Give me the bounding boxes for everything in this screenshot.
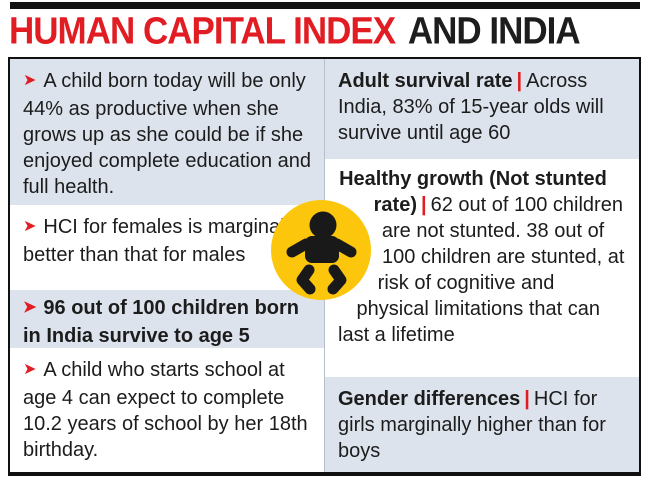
fact-hci-females-text: HCI for females is marginally better tha… [23,216,300,266]
section-gender-differences-heading: Gender differences [338,388,521,410]
section-healthy-growth-heading: Healthy growth (Not stunted rate) [339,168,607,216]
arrow-bullet-icon: ➤ [23,72,37,89]
page-title-red: HUMAN CAPITAL INDEX [9,10,396,53]
arrow-bullet-icon: ➤ [23,218,37,235]
arrow-bullet-icon: ➤ [23,299,37,316]
right-column: Adult survival rate | Across India, 83% of… [324,59,639,472]
section-healthy-growth: Healthy growth (Not stunted rate) | 62 out… [325,159,639,377]
baby-icon [271,200,371,300]
top-rule [10,2,640,9]
section-gender-differences-body: HCI for girls marginally higher than for… [338,388,606,462]
section-adult-survival-heading: Adult survival rate [338,70,513,92]
section-adult-survival-body: Across India, 83% of 15-year olds will s… [338,70,604,144]
fact-child-survival-text: 96 out of 100 children born in India sur… [23,297,300,347]
fact-child-survival: ➤ 96 out of 100 children born in India su… [10,290,324,348]
page-title: HUMAN CAPITAL INDEX AND INDIA [9,10,581,53]
arrow-bullet-icon: ➤ [23,361,37,378]
left-column: ➤ A child born today will be only 44% as … [10,59,324,472]
fact-productivity-text: A child born today will be only 44% as p… [23,70,311,198]
section-healthy-growth-body: 62 out of 100 children are not stunted. … [338,194,625,346]
red-pipe-separator: | [516,70,523,92]
red-pipe-separator: | [524,388,530,410]
fact-productivity: ➤ A child born today will be only 44% as … [10,59,324,205]
infographic-box: ➤ A child born today will be only 44% as … [8,57,641,476]
fact-school-years: ➤ A child who starts school at age 4 can … [10,348,324,472]
red-pipe-separator: | [420,194,427,216]
page-title-black: AND INDIA [407,10,581,53]
section-adult-survival: Adult survival rate | Across India, 83% of… [325,59,639,159]
fact-school-years-text: A child who starts school at age 4 can e… [23,359,308,461]
section-gender-differences: Gender differences | HCI for girls margina… [325,377,639,472]
